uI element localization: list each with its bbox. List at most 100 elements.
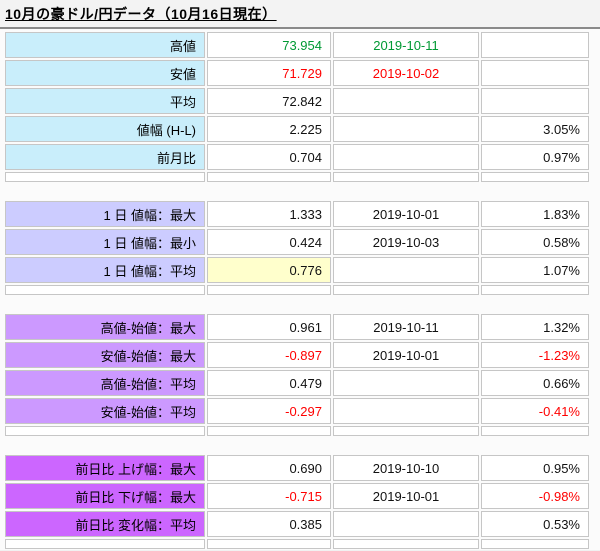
date-cell: 2019-10-11 [333, 314, 479, 340]
pct-cell: -0.98% [481, 483, 589, 509]
pct-cell [481, 32, 589, 58]
value-cell: -0.897 [207, 342, 331, 368]
spacer-cell [5, 285, 205, 295]
row-label: 安値-始値：平均 [5, 398, 205, 424]
row-label: 高値 [5, 32, 205, 58]
table-row: 値幅 (H-L) 2.225 3.05% [5, 116, 589, 142]
row-label: 前日比 変化幅：平均 [5, 511, 205, 537]
table-row: 安値-始値：最大 -0.897 2019-10-01 -1.23% [5, 342, 589, 368]
gap-cell [333, 184, 479, 199]
row-label: 前日比 下げ幅：最大 [5, 483, 205, 509]
row-label: 平均 [5, 88, 205, 114]
row-label: 1 日 値幅：最小 [5, 229, 205, 255]
fx-stats-table: 高値 73.954 2019-10-11 安値 71.729 2019-10-02 平均 72… [3, 30, 591, 551]
pct-cell: 0.66% [481, 370, 589, 396]
spacer-row [5, 285, 589, 295]
gap-row [5, 297, 589, 312]
spacer-cell [5, 426, 205, 436]
date-cell [333, 370, 479, 396]
spacer-cell [5, 539, 205, 549]
table-row: 高値-始値：平均 0.479 0.66% [5, 370, 589, 396]
pct-cell: -1.23% [481, 342, 589, 368]
pct-cell [481, 60, 589, 86]
date-cell: 2019-10-01 [333, 201, 479, 227]
date-cell [333, 398, 479, 424]
table-row: 平均 72.842 [5, 88, 589, 114]
table-row: 高値 73.954 2019-10-11 [5, 32, 589, 58]
spacer-cell [481, 539, 589, 549]
value-cell: 0.776 [207, 257, 331, 283]
date-cell: 2019-10-03 [333, 229, 479, 255]
spacer-cell [333, 172, 479, 182]
table-row: 1 日 値幅：最小 0.424 2019-10-03 0.58% [5, 229, 589, 255]
table-row: 1 日 値幅：平均 0.776 1.07% [5, 257, 589, 283]
pct-cell: 3.05% [481, 116, 589, 142]
spacer-cell [333, 539, 479, 549]
value-cell: 72.842 [207, 88, 331, 114]
spacer-cell [481, 285, 589, 295]
pct-cell: 1.83% [481, 201, 589, 227]
gap-cell [5, 184, 205, 199]
table-body: 高値 73.954 2019-10-11 安値 71.729 2019-10-02 平均 72… [5, 32, 589, 549]
value-cell: 0.424 [207, 229, 331, 255]
value-cell: 0.961 [207, 314, 331, 340]
pct-cell: 1.07% [481, 257, 589, 283]
gap-row [5, 438, 589, 453]
date-cell: 2019-10-01 [333, 483, 479, 509]
row-label: 前日比 上げ幅：最大 [5, 455, 205, 481]
pct-cell [481, 88, 589, 114]
row-label: 安値-始値：最大 [5, 342, 205, 368]
value-cell: 0.690 [207, 455, 331, 481]
gap-cell [207, 297, 331, 312]
pct-cell: 0.58% [481, 229, 589, 255]
date-cell: 2019-10-10 [333, 455, 479, 481]
value-cell: 2.225 [207, 116, 331, 142]
spacer-cell [481, 426, 589, 436]
date-cell [333, 116, 479, 142]
pct-cell: -0.41% [481, 398, 589, 424]
row-label: 高値-始値：最大 [5, 314, 205, 340]
row-label: 1 日 値幅：最大 [5, 201, 205, 227]
pct-cell: 1.32% [481, 314, 589, 340]
page-header: 10月の豪ドル/円データ（10月16日現在） [0, 0, 600, 29]
date-cell [333, 257, 479, 283]
spacer-cell [333, 285, 479, 295]
date-cell [333, 511, 479, 537]
table-row: 1 日 値幅：最大 1.333 2019-10-01 1.83% [5, 201, 589, 227]
pct-cell: 0.95% [481, 455, 589, 481]
spacer-row [5, 172, 589, 182]
gap-cell [481, 297, 589, 312]
spacer-cell [207, 539, 331, 549]
date-cell: 2019-10-11 [333, 32, 479, 58]
spacer-cell [207, 285, 331, 295]
pct-cell: 0.53% [481, 511, 589, 537]
value-cell: 0.704 [207, 144, 331, 170]
page-title: 10月の豪ドル/円データ（10月16日現在） [5, 6, 277, 22]
date-cell [333, 88, 479, 114]
value-cell: 0.479 [207, 370, 331, 396]
date-cell: 2019-10-02 [333, 60, 479, 86]
value-cell: 0.385 [207, 511, 331, 537]
table-row: 前日比 下げ幅：最大 -0.715 2019-10-01 -0.98% [5, 483, 589, 509]
value-cell: -0.297 [207, 398, 331, 424]
gap-cell [207, 184, 331, 199]
gap-cell [481, 184, 589, 199]
value-cell: 71.729 [207, 60, 331, 86]
gap-cell [333, 438, 479, 453]
gap-cell [207, 438, 331, 453]
table-row: 前日比 変化幅：平均 0.385 0.53% [5, 511, 589, 537]
spacer-row [5, 426, 589, 436]
gap-cell [333, 297, 479, 312]
table-row: 安値 71.729 2019-10-02 [5, 60, 589, 86]
date-cell [333, 144, 479, 170]
gap-cell [5, 297, 205, 312]
value-cell: 1.333 [207, 201, 331, 227]
row-label: 1 日 値幅：平均 [5, 257, 205, 283]
gap-cell [5, 438, 205, 453]
gap-row [5, 184, 589, 199]
spacer-cell [5, 172, 205, 182]
value-cell: -0.715 [207, 483, 331, 509]
gap-cell [481, 438, 589, 453]
table-row: 安値-始値：平均 -0.297 -0.41% [5, 398, 589, 424]
